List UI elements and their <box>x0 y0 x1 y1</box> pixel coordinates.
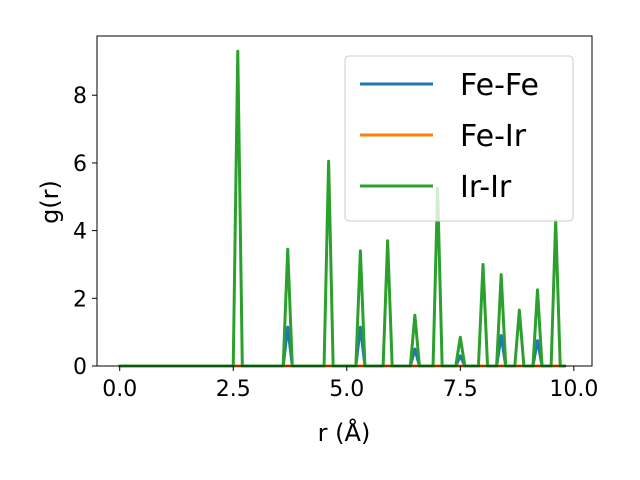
x-tick-label: 10.0 <box>549 377 598 402</box>
legend-box <box>344 55 574 222</box>
x-tick-label: 5.0 <box>329 377 364 402</box>
legend: Fe-Fe Fe-Ir Ir-Ir <box>344 55 574 222</box>
axes-layer: 0.0 2.5 5.0 7.5 10.0 0 2 4 6 8 <box>73 35 598 402</box>
y-tick-label: 8 <box>73 84 87 109</box>
y-tick-label: 4 <box>73 220 87 245</box>
legend-label-fe-fe: Fe-Fe <box>460 68 539 103</box>
legend-label-fe-ir: Fe-Ir <box>460 119 527 154</box>
y-tick-label: 2 <box>73 287 87 312</box>
x-axis-label: r (Å) <box>318 418 371 447</box>
y-tick-label: 0 <box>73 355 87 380</box>
x-tick-label: 0.0 <box>102 377 137 402</box>
y-tick-label: 6 <box>73 152 87 177</box>
legend-label-ir-ir: Ir-Ir <box>460 170 512 205</box>
y-axis-label: g(r) <box>36 180 64 224</box>
x-tick-label: 2.5 <box>216 377 251 402</box>
axes-frame <box>96 35 593 367</box>
x-tick-label: 7.5 <box>443 377 478 402</box>
